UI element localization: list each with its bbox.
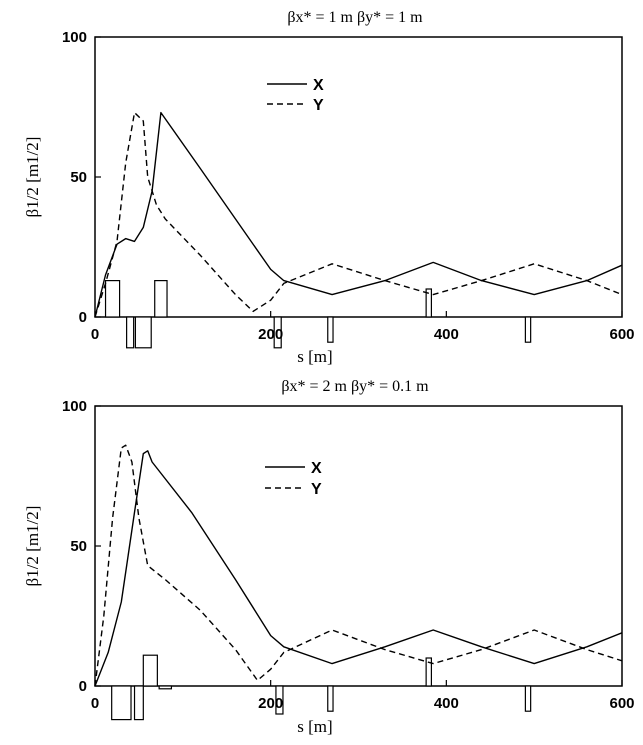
x-tick-label: 400 [434, 695, 459, 712]
legend: X Y [267, 77, 324, 114]
y-tick-label: 100 [62, 398, 87, 415]
chart-title: βx* = 1 m βy* = 1 m [287, 9, 423, 26]
x-axis-label: s [m] [297, 717, 332, 736]
plot-marks [94, 36, 623, 349]
legend-label-x: X [313, 77, 324, 94]
x-tick-label: 200 [258, 326, 283, 343]
series-line-y [94, 111, 623, 318]
y-tick-label: 100 [62, 29, 87, 46]
magnet-element [273, 316, 282, 349]
magnet-element [327, 685, 334, 712]
magnet-element [425, 657, 433, 687]
y-tick-label: 50 [70, 538, 87, 555]
tick-labels: 0 200 400 600 0 50 100 [62, 29, 635, 343]
plot-marks [94, 405, 623, 721]
x-tick-label: 0 [91, 326, 99, 343]
magnet-element [425, 288, 433, 318]
y-tick-label: 0 [79, 678, 87, 695]
plot-frame [94, 36, 623, 318]
magnet-element [158, 685, 173, 690]
magnet-element [524, 316, 532, 343]
y-axis-label: β1/2 [m1/2] [23, 506, 42, 587]
chart-title: βx* = 2 m βy* = 0.1 m [281, 378, 429, 395]
legend-label-y: Y [313, 97, 324, 114]
legend-label-y: Y [311, 481, 322, 498]
chart-top: βx* = 1 m βy* = 1 m 0 200 400 600 0 50 100 X Y… [23, 9, 635, 366]
magnet-element [104, 280, 121, 318]
y-tick-label: 0 [79, 309, 87, 326]
chart-bottom: βx* = 2 m βy* = 0.1 m 0 200 400 600 0 50 100 X… [23, 378, 635, 736]
legend-label-x: X [311, 460, 322, 477]
magnet-element [327, 316, 334, 343]
magnet-element [133, 685, 144, 721]
x-tick-label: 600 [609, 326, 634, 343]
plot-frame [94, 405, 623, 687]
x-tick-label: 200 [258, 695, 283, 712]
x-tick-label: 400 [434, 326, 459, 343]
tick-labels: 0 200 400 600 0 50 100 [62, 398, 635, 712]
y-axis-label: β1/2 [m1/2] [23, 137, 42, 218]
x-tick-label: 600 [609, 695, 634, 712]
x-axis-label: s [m] [297, 347, 332, 366]
series-line-y [94, 444, 623, 687]
x-tick-label: 0 [91, 695, 99, 712]
magnet-element [142, 654, 158, 687]
y-tick-label: 50 [70, 169, 87, 186]
magnet-element [111, 685, 132, 721]
legend: X Y [265, 460, 322, 498]
magnet-element [154, 280, 168, 318]
magnet-element [134, 316, 152, 349]
magnet-element [126, 316, 135, 349]
magnet-element [275, 685, 284, 715]
series-line-x [94, 450, 623, 687]
magnet-element [524, 685, 532, 712]
series-line-x [94, 111, 623, 318]
